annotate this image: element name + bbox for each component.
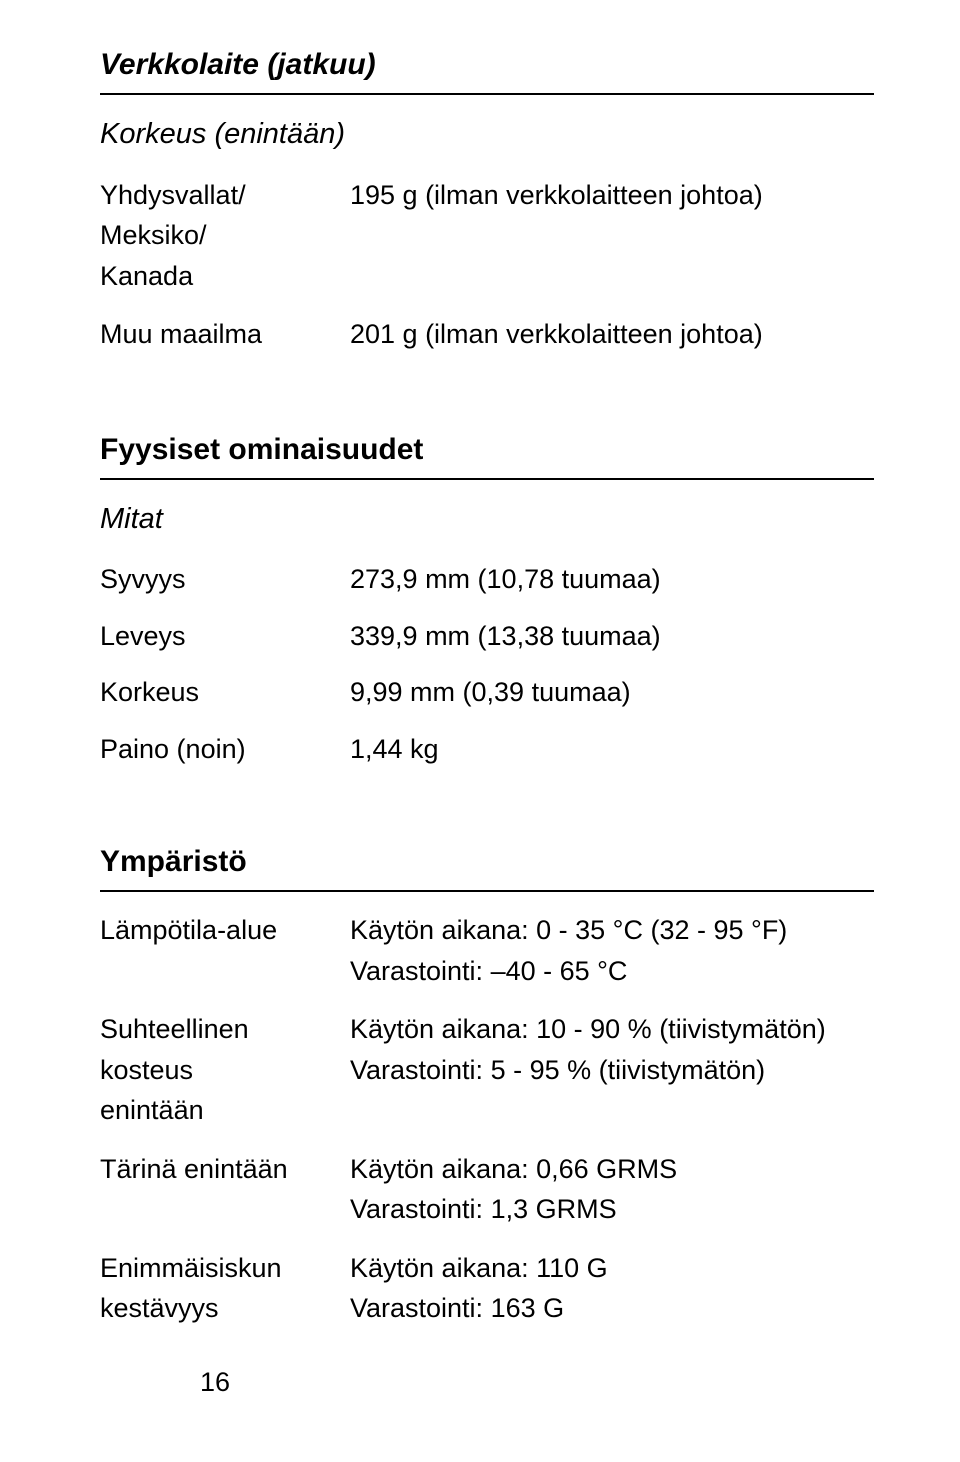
- label-line: Meksiko/: [100, 220, 207, 250]
- value-lampotila: Käytön aikana: 0 - 35 °C (32 - 95 °F) Va…: [350, 910, 874, 991]
- label-line: kosteus: [100, 1055, 193, 1085]
- row-syvyys: Syvyys 273,9 mm (10,78 tuumaa): [100, 559, 874, 600]
- subhead-korkeus: Korkeus (enintään): [100, 113, 874, 157]
- value-syvyys: 273,9 mm (10,78 tuumaa): [350, 559, 874, 600]
- row-isku: Enimmäisiskun kestävyys Käytön aikana: 1…: [100, 1248, 874, 1329]
- label-line: Muu maailma: [100, 319, 262, 349]
- value-world: 201 g (ilman verkkolaitteen johtoa): [350, 314, 874, 355]
- value-korkeus: 9,99 mm (0,39 tuumaa): [350, 672, 874, 713]
- value-line: Varastointi: 5 - 95 % (tiivistymätön): [350, 1050, 874, 1091]
- label-isku: Enimmäisiskun kestävyys: [100, 1248, 350, 1329]
- value-line: Käytön aikana: 10 - 90 % (tiivistymätön): [350, 1009, 874, 1050]
- section-title-ymparisto: Ympäristö: [100, 839, 874, 892]
- section-title-verkkolaite: Verkkolaite (jatkuu): [100, 42, 874, 95]
- label-paino: Paino (noin): [100, 729, 350, 770]
- section-title-fyysiset: Fyysiset ominaisuudet: [100, 427, 874, 480]
- page-number: 16: [200, 1362, 230, 1403]
- label-line: Tärinä enintään: [100, 1154, 288, 1184]
- label-lampotila: Lämpötila-alue: [100, 910, 350, 951]
- value-line: Käytön aikana: 0 - 35 °C (32 - 95 °F): [350, 910, 874, 951]
- label-line: Kanada: [100, 261, 193, 291]
- label-leveys: Leveys: [100, 616, 350, 657]
- label-line: kestävyys: [100, 1293, 219, 1323]
- label-world: Muu maailma: [100, 314, 350, 355]
- row-kosteus: Suhteellinen kosteus enintään Käytön aik…: [100, 1009, 874, 1131]
- row-korkeus: Korkeus 9,99 mm (0,39 tuumaa): [100, 672, 874, 713]
- row-paino: Paino (noin) 1,44 kg: [100, 729, 874, 770]
- value-line: Varastointi: 163 G: [350, 1288, 874, 1329]
- label-usa: Yhdysvallat/ Meksiko/ Kanada: [100, 175, 350, 297]
- label-tarina: Tärinä enintään: [100, 1149, 350, 1190]
- label-line: Yhdysvallat/: [100, 180, 246, 210]
- row-leveys: Leveys 339,9 mm (13,38 tuumaa): [100, 616, 874, 657]
- value-leveys: 339,9 mm (13,38 tuumaa): [350, 616, 874, 657]
- value-line: Varastointi: 1,3 GRMS: [350, 1189, 874, 1230]
- label-line: Suhteellinen: [100, 1014, 249, 1044]
- subhead-mitat: Mitat: [100, 498, 874, 542]
- row-usa: Yhdysvallat/ Meksiko/ Kanada 195 g (ilma…: [100, 175, 874, 297]
- label-kosteus: Suhteellinen kosteus enintään: [100, 1009, 350, 1131]
- value-usa: 195 g (ilman verkkolaitteen johtoa): [350, 175, 874, 216]
- row-lampotila: Lämpötila-alue Käytön aikana: 0 - 35 °C …: [100, 910, 874, 991]
- value-line: Käytön aikana: 0,66 GRMS: [350, 1149, 874, 1190]
- value-line: Käytön aikana: 110 G: [350, 1248, 874, 1289]
- row-tarina: Tärinä enintään Käytön aikana: 0,66 GRMS…: [100, 1149, 874, 1230]
- row-world: Muu maailma 201 g (ilman verkkolaitteen …: [100, 314, 874, 355]
- label-line: enintään: [100, 1095, 204, 1125]
- value-kosteus: Käytön aikana: 10 - 90 % (tiivistymätön)…: [350, 1009, 874, 1090]
- value-paino: 1,44 kg: [350, 729, 874, 770]
- label-korkeus: Korkeus: [100, 672, 350, 713]
- label-line: Lämpötila-alue: [100, 915, 277, 945]
- value-isku: Käytön aikana: 110 G Varastointi: 163 G: [350, 1248, 874, 1329]
- value-line: Varastointi: –40 - 65 °C: [350, 951, 874, 992]
- label-syvyys: Syvyys: [100, 559, 350, 600]
- value-tarina: Käytön aikana: 0,66 GRMS Varastointi: 1,…: [350, 1149, 874, 1230]
- label-line: Enimmäisiskun: [100, 1253, 282, 1283]
